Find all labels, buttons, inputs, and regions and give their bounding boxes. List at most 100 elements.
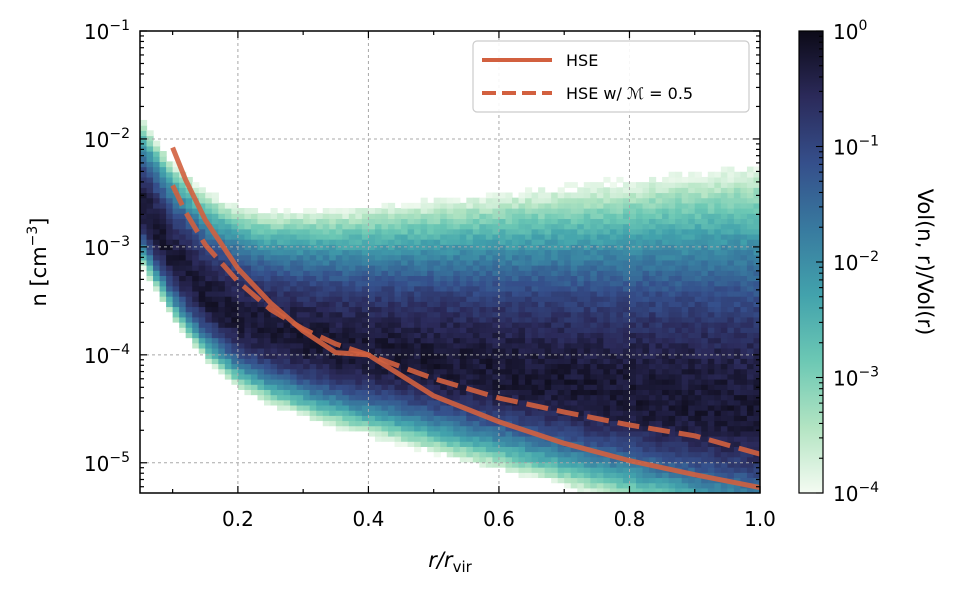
heatmap-cell: [740, 316, 748, 323]
heatmap-cell: [146, 130, 154, 137]
heatmap-cell: [368, 404, 376, 411]
heatmap-cell: [616, 192, 624, 199]
heatmap-cell: [348, 327, 356, 333]
heatmap-cell: [348, 316, 356, 323]
heatmap-cell: [309, 353, 317, 359]
heatmap-cell: [518, 347, 526, 354]
heatmap-cell: [303, 301, 311, 308]
heatmap-cell: [277, 379, 285, 385]
heatmap-cell: [518, 249, 526, 256]
heatmap-cell: [636, 228, 644, 235]
heatmap-cell: [668, 316, 676, 323]
heatmap-cell: [512, 347, 520, 354]
heatmap-cell: [544, 218, 552, 225]
heatmap-cell: [231, 353, 239, 359]
heatmap-cell: [140, 130, 148, 137]
heatmap-cell: [192, 218, 200, 225]
heatmap-cell: [153, 223, 161, 230]
heatmap-cell: [270, 342, 278, 349]
heatmap-cell: [257, 254, 265, 261]
heatmap-cell: [727, 368, 735, 375]
heatmap-cell: [401, 311, 409, 318]
heatmap-cell: [290, 394, 298, 401]
heatmap-cell: [329, 332, 337, 339]
heatmap-cell: [727, 472, 735, 479]
heatmap-cell: [433, 213, 441, 219]
heatmap-cell: [596, 249, 604, 256]
heatmap-cell: [466, 202, 474, 209]
heatmap-cell: [636, 363, 644, 370]
heatmap-cell: [746, 244, 755, 251]
heatmap-cell: [551, 270, 559, 276]
heatmap-cell: [368, 327, 376, 333]
heatmap-cell: [485, 425, 494, 432]
heatmap-cell: [629, 213, 637, 219]
heatmap-cell: [727, 316, 735, 323]
heatmap-cell: [583, 202, 591, 209]
heatmap-cell: [746, 301, 755, 308]
heatmap-cell: [433, 259, 441, 266]
heatmap-cell: [512, 461, 520, 468]
heatmap-cell: [551, 290, 559, 297]
heatmap-cell: [622, 358, 631, 365]
heatmap-cell: [277, 363, 285, 370]
heatmap-cell: [707, 337, 715, 344]
heatmap-cell: [466, 399, 474, 406]
heatmap-cell: [309, 239, 317, 245]
heatmap-cell: [518, 332, 526, 339]
heatmap-cell: [374, 208, 383, 214]
heatmap-cell: [740, 213, 748, 219]
heatmap-cell: [440, 363, 448, 370]
heatmap-cell: [498, 218, 507, 225]
heatmap-cell: [551, 399, 559, 406]
heatmap-cell: [224, 316, 232, 323]
heatmap-cell: [466, 410, 474, 416]
heatmap-cell: [531, 290, 539, 297]
heatmap-cell: [433, 270, 441, 276]
heatmap-cell: [564, 482, 572, 489]
heatmap-cell: [218, 228, 226, 235]
heatmap-cell: [440, 239, 448, 245]
heatmap-cell: [479, 451, 487, 458]
heatmap-cell: [466, 239, 474, 245]
heatmap-cell: [557, 280, 565, 287]
heatmap-cell: [538, 285, 546, 292]
heatmap-cell: [551, 363, 559, 370]
heatmap-cell: [544, 306, 552, 313]
heatmap-cell: [746, 249, 755, 256]
heatmap-cell: [636, 290, 644, 297]
heatmap-cell: [720, 472, 728, 479]
heatmap-cell: [622, 322, 631, 328]
heatmap-cell: [348, 218, 356, 225]
heatmap-cell: [153, 265, 161, 271]
heatmap-cell: [622, 353, 631, 359]
heatmap-cell: [577, 425, 585, 432]
heatmap-cell: [322, 332, 330, 339]
heatmap-cell: [746, 342, 755, 349]
heatmap-cell: [544, 373, 552, 380]
heatmap-cell: [479, 461, 487, 468]
heatmap-cell: [211, 337, 219, 344]
heatmap-cell: [609, 487, 618, 493]
heatmap-cell: [544, 322, 552, 328]
heatmap-cell: [427, 239, 435, 245]
heatmap-cell: [694, 197, 702, 204]
heatmap-cell: [479, 208, 487, 214]
heatmap-cell: [655, 451, 663, 458]
heatmap-cell: [518, 218, 526, 225]
heatmap-cell: [681, 322, 689, 328]
heatmap-cell: [629, 358, 637, 365]
heatmap-cell: [309, 410, 317, 416]
heatmap-cell: [355, 290, 363, 297]
heatmap-cell: [636, 456, 644, 463]
heatmap-cell: [714, 322, 722, 328]
heatmap-cell: [668, 306, 676, 313]
heatmap-cell: [492, 379, 500, 385]
heatmap-cell: [153, 202, 161, 209]
heatmap-cell: [414, 379, 422, 385]
heatmap-cell: [498, 430, 507, 437]
heatmap-cell: [146, 182, 154, 188]
heatmap-cell: [472, 399, 480, 406]
heatmap-cell: [166, 301, 174, 308]
heatmap-cell: [159, 249, 167, 256]
